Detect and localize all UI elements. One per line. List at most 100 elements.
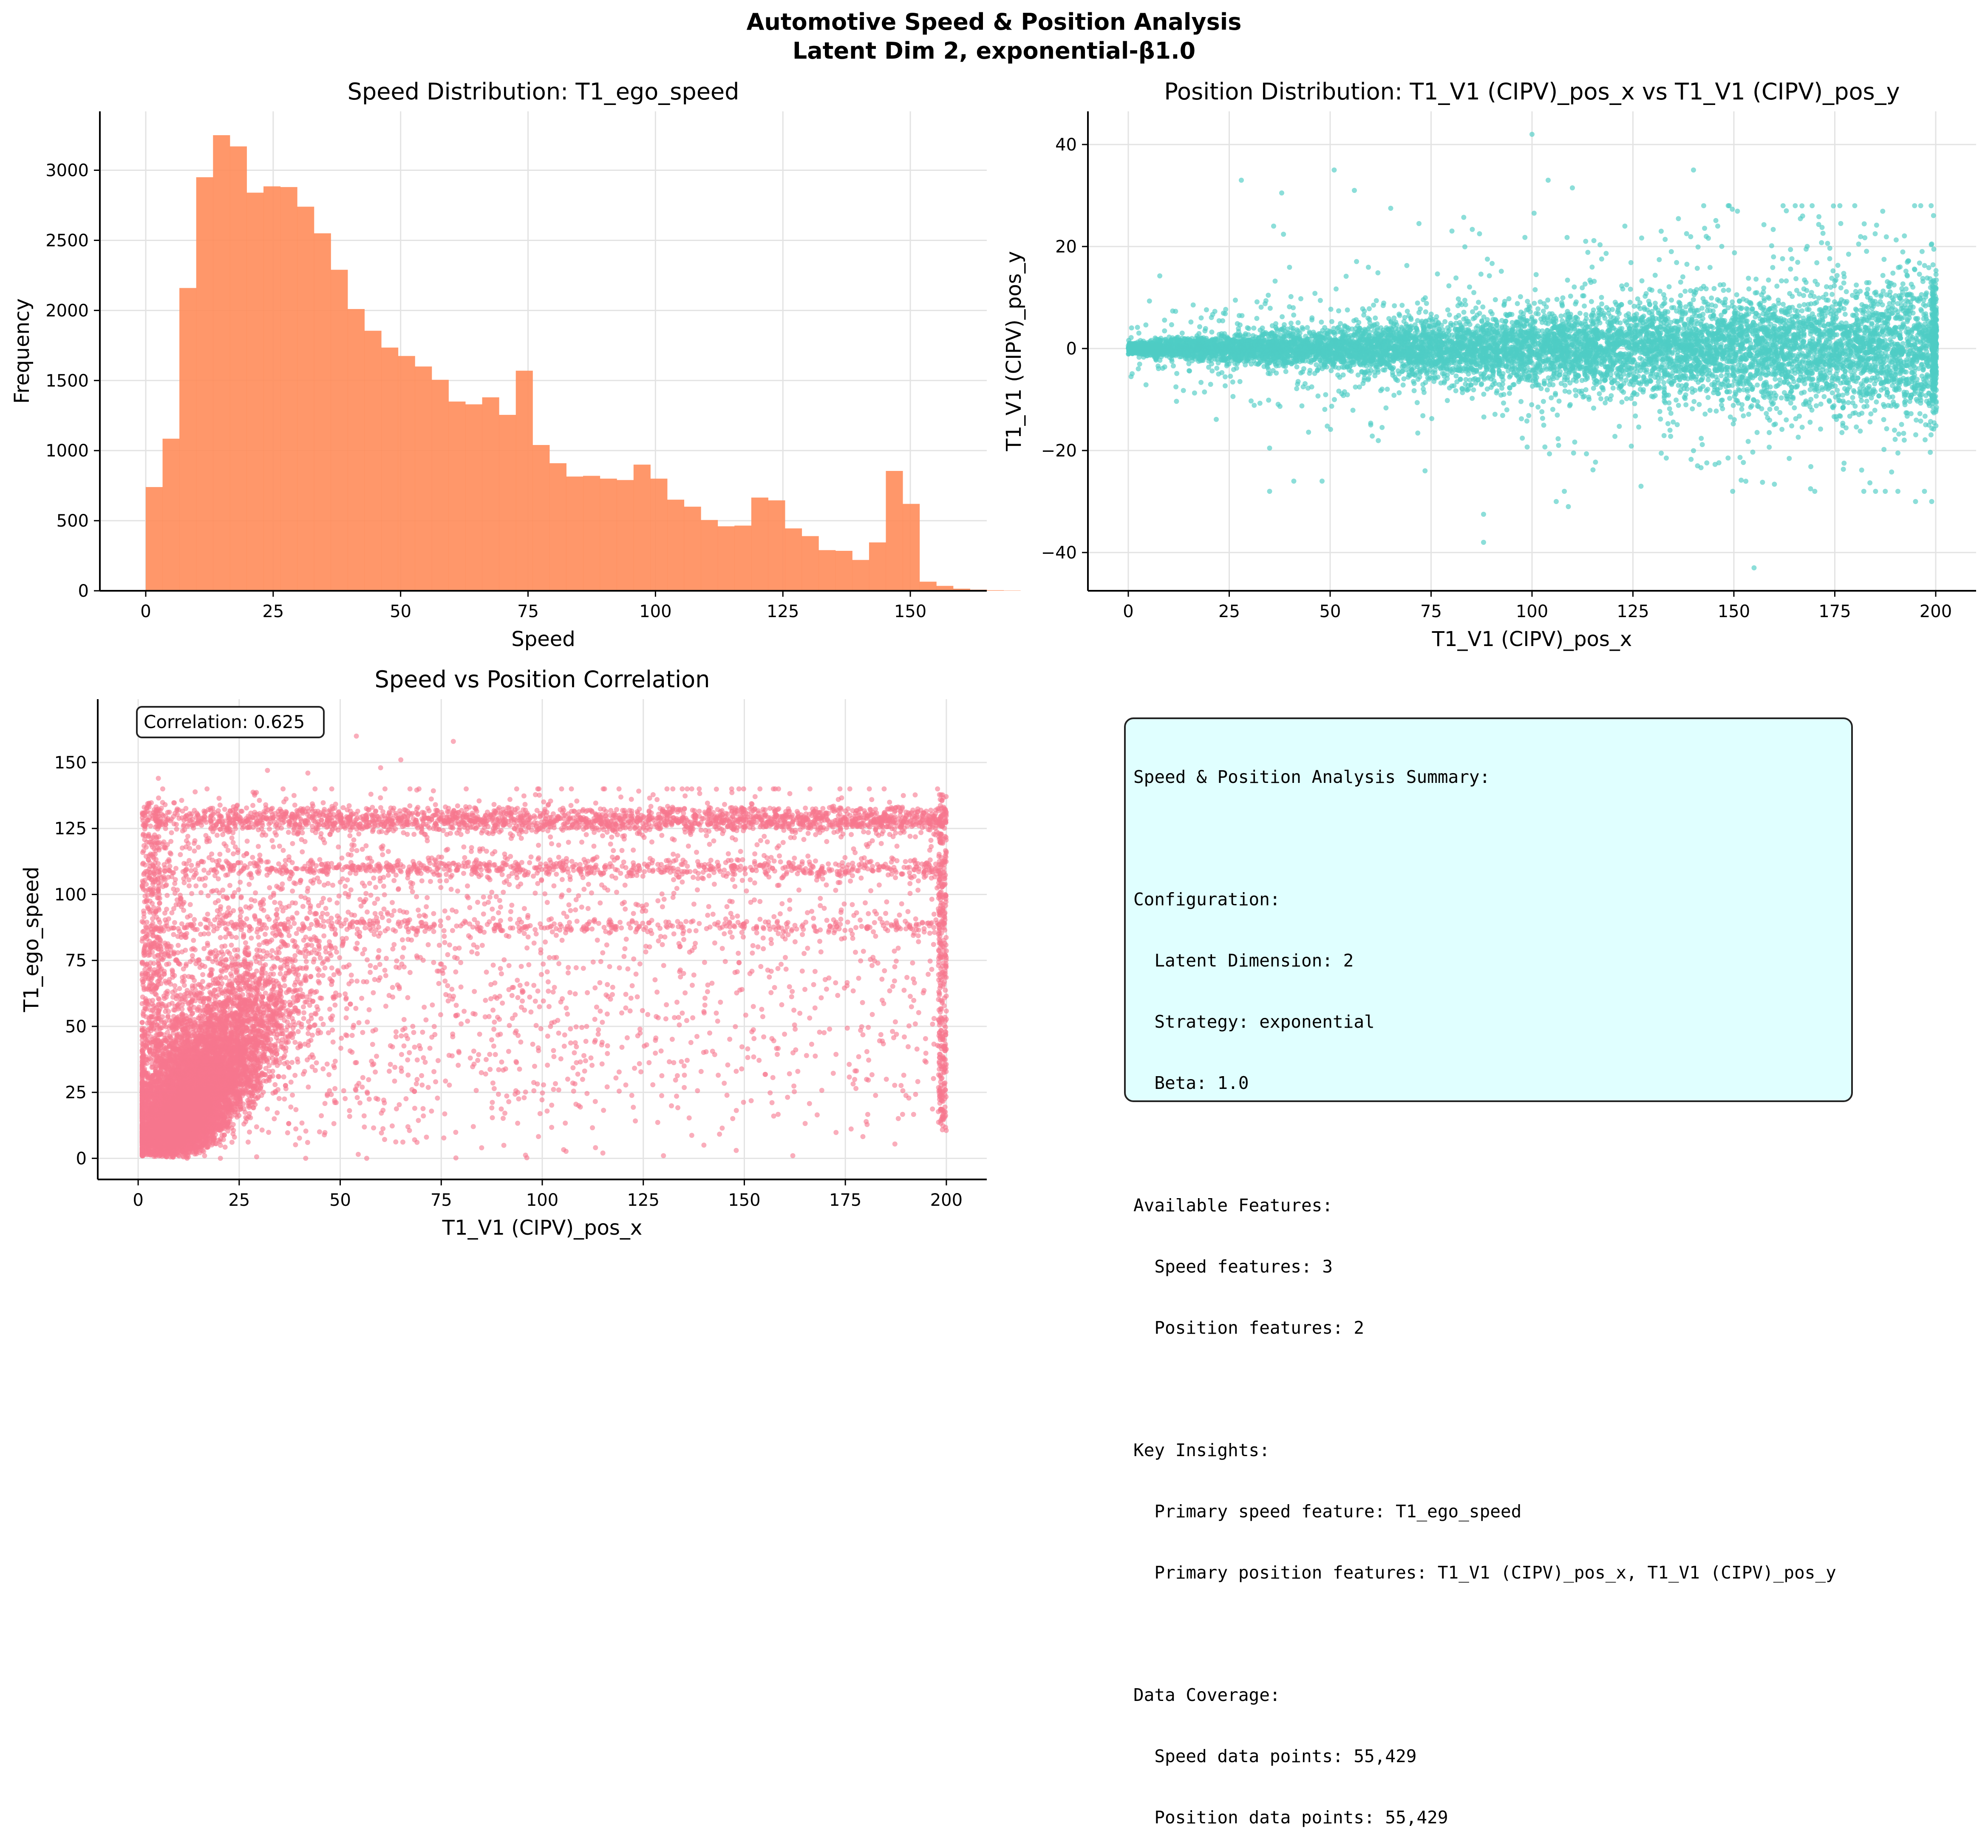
scatter-point: [1556, 443, 1561, 448]
scatter-point: [1628, 287, 1633, 292]
scatter-point: [1741, 387, 1746, 392]
scatter-point: [1835, 273, 1840, 278]
scatter-point: [1680, 274, 1685, 279]
scatter-point: [1467, 284, 1472, 289]
scatter-point: [1147, 298, 1152, 303]
histogram-bar: [179, 288, 196, 591]
histogram-bar: [213, 135, 230, 591]
histogram-bar: [532, 445, 549, 591]
scatter-point: [1565, 278, 1570, 283]
scatter-point: [1731, 403, 1736, 408]
scatter-point: [1319, 320, 1324, 325]
scatter-point: [1301, 384, 1306, 389]
scatter-point: [1535, 306, 1541, 312]
x-tick-label: 125: [767, 602, 799, 621]
x-tick-label: 150: [894, 602, 926, 621]
scatter-point: [1838, 221, 1844, 226]
scatter-point: [1868, 419, 1873, 425]
histogram-bar: [667, 500, 684, 591]
histogram-bar: [1004, 590, 1021, 591]
histogram-bar: [398, 356, 415, 591]
scatter-point: [1889, 470, 1894, 475]
histogram-bar: [852, 560, 869, 591]
scatter-point: [1549, 395, 1554, 400]
scatter-point: [1662, 237, 1668, 242]
histogram-bar: [465, 404, 482, 591]
y-axis-label: Frequency: [10, 298, 34, 404]
scatter-point: [1926, 265, 1931, 270]
scatter-point: [1920, 279, 1926, 284]
scatter-point: [1696, 244, 1701, 249]
scatter-point: [1776, 301, 1781, 306]
scatter-point: [1662, 433, 1667, 438]
scatter-point: [1257, 401, 1263, 406]
scatter-point: [1446, 283, 1451, 289]
scatter-point: [1249, 398, 1254, 403]
scatter-point: [1746, 286, 1751, 292]
histogram-bar: [381, 348, 398, 591]
y-tick-label: 2000: [45, 301, 89, 320]
scatter-point: [1830, 268, 1835, 273]
histogram-bar: [785, 528, 802, 591]
histogram-bar: [163, 439, 180, 591]
scatter-point: [1532, 211, 1537, 216]
scatter-point: [1899, 422, 1904, 427]
scatter-point: [1743, 479, 1748, 484]
scatter-point: [1795, 309, 1800, 314]
scatter-point: [1753, 277, 1759, 282]
scatter-point: [1217, 318, 1222, 323]
scatter-point: [1864, 404, 1869, 409]
scatter-point: [1705, 387, 1710, 392]
scatter-point: [1526, 413, 1531, 418]
scatter-point: [1546, 375, 1551, 380]
scatter-point: [1695, 266, 1700, 271]
scatter-point: [1833, 278, 1838, 283]
scatter-point: [1267, 445, 1272, 451]
histogram-bar: [802, 536, 819, 591]
scatter-point: [1662, 300, 1667, 306]
scatter-point: [1199, 315, 1204, 320]
scatter-point: [1772, 482, 1777, 487]
scatter-point: [1471, 387, 1476, 392]
scatter-point: [1291, 312, 1296, 317]
scatter-point: [1739, 478, 1744, 483]
scatter-point: [1804, 288, 1809, 293]
histogram-bar: [617, 480, 634, 591]
scatter-point: [1504, 407, 1509, 412]
scatter-point: [1750, 385, 1756, 390]
figure-title-line2: Latent Dim 2, exponential-β1.0: [793, 37, 1195, 64]
scatter-point: [1420, 413, 1425, 418]
scatter-point: [1435, 272, 1440, 277]
scatter-point: [1659, 451, 1664, 456]
scatter-point: [1591, 405, 1596, 411]
scatter-point: [1683, 402, 1688, 407]
scatter-point: [1328, 307, 1334, 312]
scatter-point: [1859, 468, 1864, 473]
histogram-bar: [768, 500, 785, 591]
scatter-point: [1767, 430, 1772, 435]
scatter-point: [1741, 460, 1746, 465]
scatter-point: [1640, 278, 1645, 283]
histogram-bar: [903, 504, 920, 591]
histogram-bar: [331, 270, 348, 591]
scatter-point: [1135, 325, 1140, 330]
scatter-point: [1750, 450, 1756, 455]
scatter-point: [1129, 326, 1134, 331]
scatter-point: [1541, 422, 1546, 428]
scatter-point: [1858, 428, 1863, 434]
scatter-point: [1298, 296, 1303, 301]
scatter-point: [1461, 215, 1466, 220]
scatter-point: [1470, 227, 1475, 232]
scatter-point: [1789, 423, 1794, 428]
scatter-point: [1770, 265, 1775, 270]
scatter-point: [1391, 393, 1396, 398]
scatter-point: [1471, 290, 1476, 295]
scatter-point: [1920, 249, 1925, 254]
scatter-point: [1816, 222, 1821, 227]
scatter-point: [1162, 329, 1167, 334]
scatter-point: [1802, 302, 1807, 307]
scatter-point: [1592, 238, 1597, 243]
scatter-point: [1668, 428, 1673, 433]
